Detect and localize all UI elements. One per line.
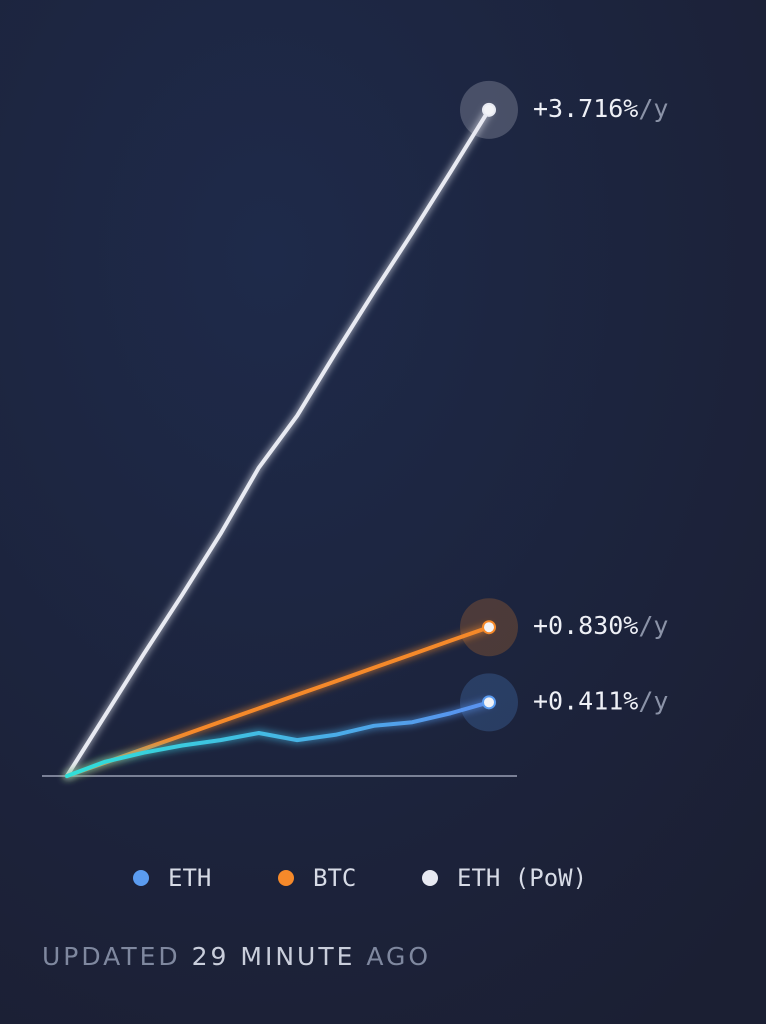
end-marker xyxy=(482,102,496,117)
end-label: +0.411%/y xyxy=(533,686,668,715)
footer-word: 29 xyxy=(191,942,230,971)
end-label-value: +0.411% xyxy=(533,686,638,715)
legend-dot xyxy=(278,870,294,886)
end-label-suffix: /y xyxy=(638,94,668,123)
end-label: +0.830%/y xyxy=(533,611,668,640)
legend-label: BTC xyxy=(313,864,356,892)
end-label: +3.716%/y xyxy=(533,94,668,123)
end-marker xyxy=(482,695,496,710)
end-label-suffix: /y xyxy=(638,611,668,640)
footer-word: MINUTE xyxy=(240,942,356,971)
footer: UPDATED 29 MINUTE AGO xyxy=(42,942,431,971)
end-label-suffix: /y xyxy=(638,686,668,715)
legend-dot xyxy=(133,870,149,886)
footer-word: UPDATED xyxy=(42,942,181,971)
end-label-value: +3.716% xyxy=(533,94,638,123)
series-line xyxy=(65,625,491,778)
legend-dot xyxy=(422,870,438,886)
legend-label: ETH (PoW) xyxy=(457,864,587,892)
series-line xyxy=(65,107,491,778)
series-line xyxy=(65,700,491,778)
legend-label: ETH xyxy=(168,864,211,892)
end-label-value: +0.830% xyxy=(533,611,638,640)
end-marker xyxy=(482,620,496,635)
footer-word: AGO xyxy=(366,942,432,971)
